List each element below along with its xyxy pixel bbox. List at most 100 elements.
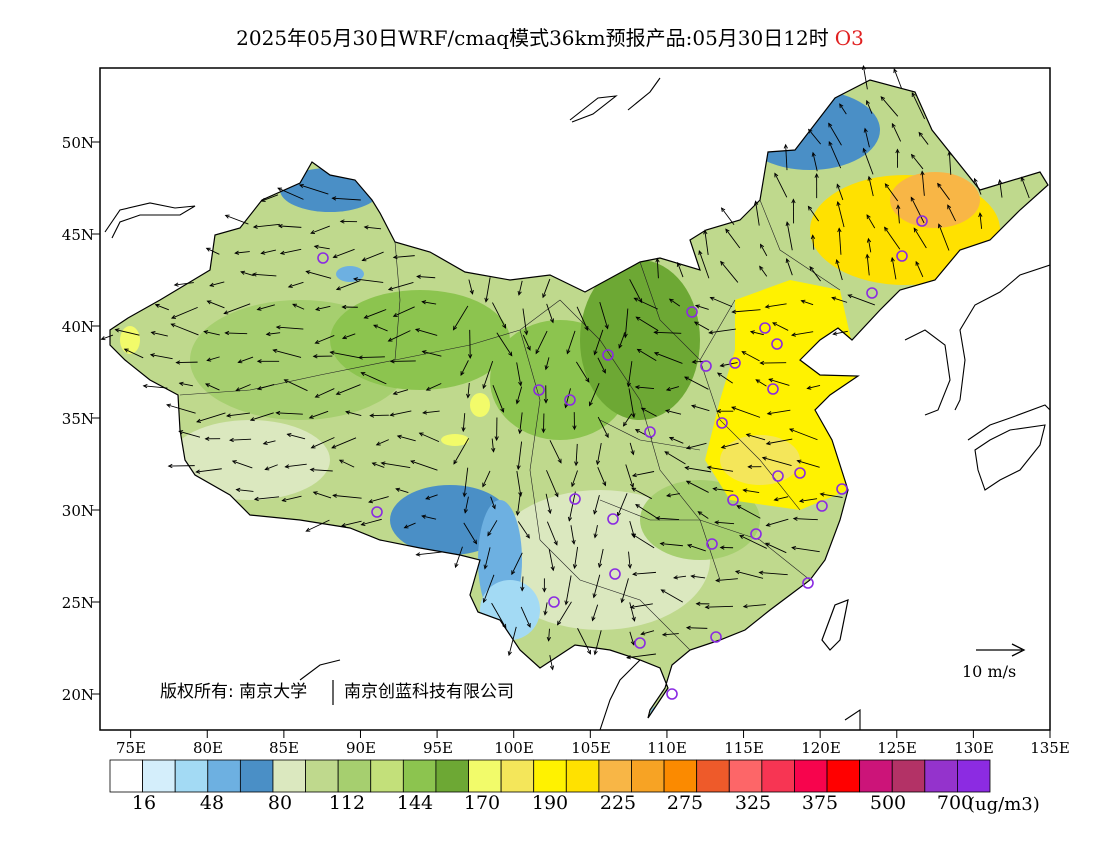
wind-arrowhead bbox=[363, 314, 369, 319]
wind-arrow bbox=[508, 626, 517, 656]
wind-arrow bbox=[353, 278, 384, 283]
wind-arrow bbox=[760, 244, 768, 257]
wind-arrow bbox=[713, 488, 734, 492]
wind-arrowhead bbox=[461, 427, 466, 433]
wind-arrow bbox=[341, 520, 362, 527]
wind-arrowhead bbox=[694, 304, 700, 309]
wind-arrow bbox=[717, 372, 733, 384]
wind-arrow bbox=[422, 301, 437, 305]
wind-arrow bbox=[483, 574, 495, 603]
station-marker bbox=[750, 528, 762, 540]
wind-arrowhead bbox=[517, 290, 522, 296]
wind-arrow bbox=[625, 464, 634, 488]
wind-arrow bbox=[635, 386, 655, 390]
wind-arrowhead bbox=[526, 345, 531, 351]
wind-arrow bbox=[789, 428, 818, 441]
wind-arrow bbox=[546, 303, 554, 323]
wind-arrow bbox=[390, 410, 412, 416]
wind-arrowhead bbox=[260, 197, 266, 202]
wind-arrow bbox=[599, 302, 609, 329]
wind-arrowhead bbox=[564, 403, 569, 409]
wind-arrow bbox=[624, 308, 629, 338]
wind-arrow bbox=[336, 384, 361, 395]
wind-arrow bbox=[261, 194, 279, 202]
colorbar-label: 700 bbox=[936, 792, 974, 814]
wind-arrowhead bbox=[414, 328, 420, 333]
wind-arrowhead bbox=[758, 570, 764, 575]
colorbar-swatch bbox=[663, 759, 698, 793]
wind-arrow bbox=[263, 440, 276, 445]
wind-arrow bbox=[866, 214, 876, 229]
lon-tick-label: 120E bbox=[801, 739, 841, 757]
wind-arrowhead bbox=[312, 491, 318, 496]
colorbar-swatch bbox=[957, 759, 991, 793]
wind-arrowhead bbox=[167, 463, 173, 469]
wind-arrow bbox=[397, 435, 416, 442]
wind-arrowhead bbox=[491, 504, 496, 510]
colorbar-label: 500 bbox=[869, 792, 907, 814]
wind-arrowhead bbox=[275, 325, 281, 330]
wind-arrowhead bbox=[785, 221, 790, 227]
wind-arrow bbox=[684, 376, 709, 390]
wind-arrowhead bbox=[253, 496, 259, 502]
wind-arrow bbox=[516, 491, 521, 515]
wind-arrowhead bbox=[796, 459, 802, 464]
wind-arrowhead bbox=[345, 410, 351, 415]
wind-arrowhead bbox=[453, 459, 458, 465]
lon-tick-label: 135E bbox=[1030, 739, 1070, 757]
wind-arrow bbox=[276, 412, 303, 415]
wind-arrow bbox=[235, 251, 250, 254]
wind-arrow bbox=[419, 432, 440, 443]
coastline-outlines bbox=[104, 77, 1050, 730]
colorbar-label: 275 bbox=[666, 792, 704, 814]
wind-arrow bbox=[893, 68, 903, 89]
wind-arrowhead bbox=[526, 622, 531, 628]
wind-arrow bbox=[287, 433, 306, 440]
wind-arrow bbox=[544, 602, 548, 615]
wind-arrowhead bbox=[224, 330, 230, 336]
wind-arrowhead bbox=[425, 495, 431, 500]
wind-arrowhead bbox=[277, 187, 283, 192]
wind-arrowhead bbox=[880, 96, 886, 101]
wind-arrowhead bbox=[508, 351, 513, 357]
wind-arrowhead bbox=[520, 586, 525, 592]
station-marker bbox=[700, 360, 712, 372]
wind-arrow bbox=[423, 410, 440, 414]
pollutant-label: O3 bbox=[834, 26, 864, 50]
colorbar-swatch bbox=[598, 759, 632, 793]
wind-arrow bbox=[697, 511, 709, 519]
wind-arrow bbox=[545, 357, 550, 370]
wind-arrow bbox=[629, 602, 635, 621]
wind-arrow bbox=[425, 494, 438, 500]
wind-arrowhead bbox=[572, 564, 578, 570]
wind-arrowhead bbox=[392, 390, 398, 396]
wind-arrow bbox=[566, 330, 576, 354]
wind-arrow bbox=[664, 451, 686, 465]
wind-arrowhead bbox=[206, 300, 212, 305]
wind-arrowhead bbox=[773, 497, 779, 502]
wind-arrowhead bbox=[640, 407, 646, 412]
wind-arrowhead bbox=[360, 521, 366, 526]
wind-arrowhead bbox=[425, 386, 431, 391]
wind-arrow bbox=[594, 329, 604, 355]
wind-arrowhead bbox=[170, 314, 176, 319]
colorbar-swatch bbox=[337, 759, 372, 793]
wind-arrow bbox=[453, 438, 470, 465]
station-marker bbox=[729, 357, 741, 369]
wind-arrow bbox=[124, 348, 144, 359]
wind-arrow bbox=[574, 546, 579, 569]
wind-arrow bbox=[332, 197, 361, 201]
wind-arrowhead bbox=[235, 487, 241, 493]
wind-arrowhead bbox=[741, 351, 747, 356]
wind-arrow bbox=[224, 303, 251, 314]
wind-arrowhead bbox=[819, 492, 825, 497]
wind-arrowhead bbox=[835, 258, 840, 264]
wind-arrowhead bbox=[811, 151, 816, 157]
wind-arrowhead bbox=[593, 509, 598, 515]
wind-arrowhead bbox=[896, 204, 901, 210]
colorbar-swatch bbox=[826, 759, 861, 793]
wind-arrowhead bbox=[142, 384, 148, 389]
wind-arrow bbox=[236, 489, 254, 492]
station-marker bbox=[771, 338, 783, 350]
wind-arrow bbox=[774, 496, 789, 501]
